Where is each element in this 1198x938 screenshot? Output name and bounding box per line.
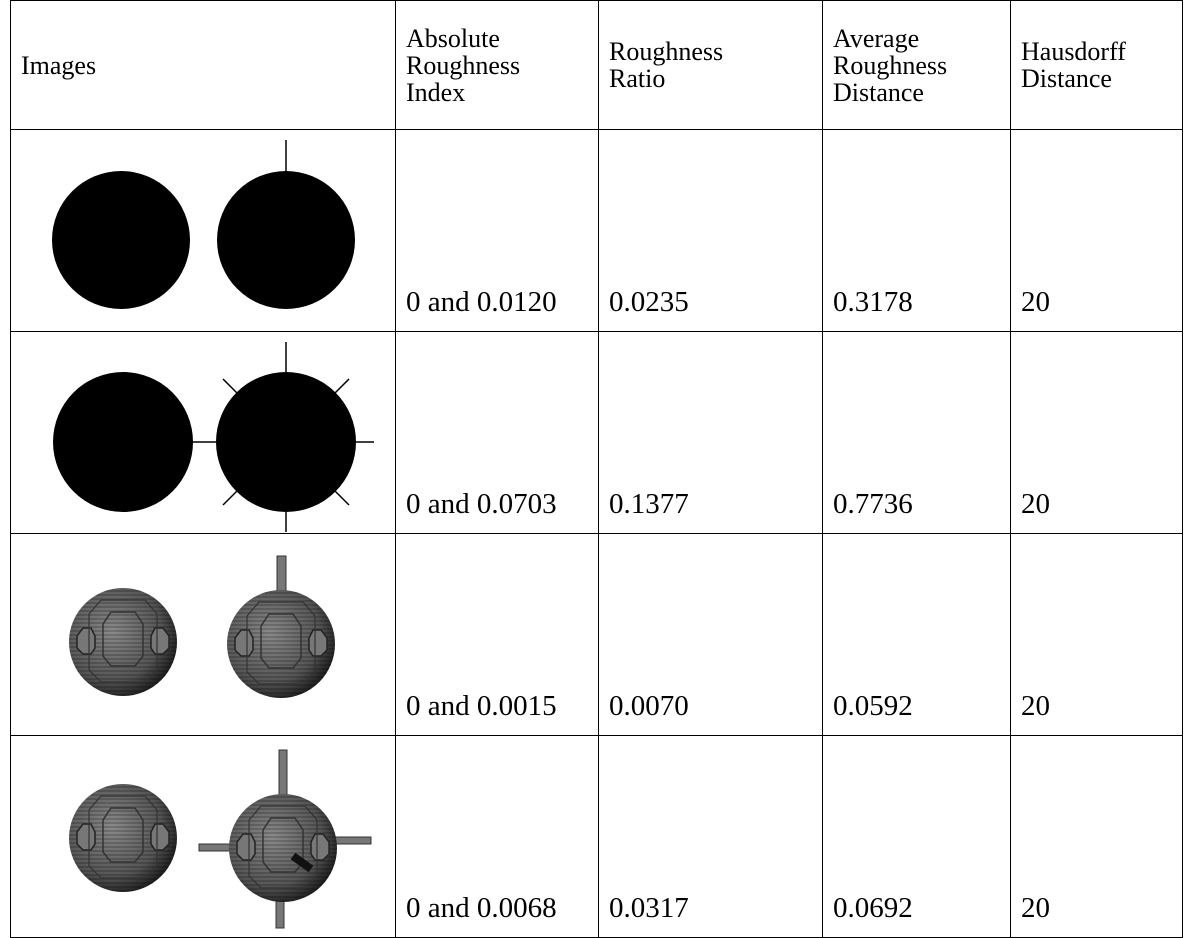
header-line: Distance <box>833 77 924 107</box>
cell: 20 <box>1010 331 1183 534</box>
header-line: Ratio <box>609 64 666 93</box>
header-cell: Hausdorff Distance <box>1010 0 1183 130</box>
header-cell: Average Roughness Distance <box>822 0 1011 130</box>
header-line: Images <box>21 50 97 80</box>
header-line: Roughness <box>406 50 521 80</box>
header-line: Average <box>833 23 920 53</box>
cell: 0.7736 <box>822 331 1011 534</box>
cell: 0 and 0.0120 <box>395 129 599 332</box>
cell: 20 <box>1010 533 1183 736</box>
cell: 0.0235 <box>598 129 823 332</box>
cell: 0.1377 <box>598 331 823 534</box>
cell: 0.3178 <box>822 129 1011 332</box>
header-line: Hausdorff <box>1021 37 1126 66</box>
cell: 0.0317 <box>598 735 823 938</box>
cell: 0.0070 <box>598 533 823 736</box>
cell: 0 and 0.0015 <box>395 533 599 736</box>
cell: 0.0692 <box>822 735 1011 938</box>
image-cell <box>10 533 396 736</box>
table-row: 0 and 0.0703 0.1377 0.7736 20 <box>10 331 1183 534</box>
header-cell: Images <box>10 0 396 130</box>
header-line: Roughness <box>833 50 948 80</box>
header-cell: Roughness Ratio <box>598 0 823 130</box>
header-line: Absolute <box>406 23 500 53</box>
table-row: 0 and 0.0068 0.0317 0.0692 20 <box>10 735 1183 938</box>
table-row: 0 and 0.0015 0.0070 0.0592 20 <box>10 533 1183 736</box>
header-row: Images Absolute Roughness Index Roughness R… <box>10 0 1183 130</box>
cell: 20 <box>1010 735 1183 938</box>
image-cell <box>10 129 396 332</box>
table-row: 0 and 0.0120 0.0235 0.3178 20 <box>10 129 1183 332</box>
cell: 20 <box>1010 129 1183 332</box>
header-cell: Absolute Roughness Index <box>395 0 599 130</box>
image-pair <box>53 342 374 532</box>
image-pair <box>68 749 372 929</box>
image-cell <box>10 735 396 938</box>
cell: 0 and 0.0068 <box>395 735 599 938</box>
header-line: Distance <box>1021 64 1112 93</box>
image-pair <box>52 140 355 309</box>
header-line: Roughness <box>609 37 724 66</box>
image-cell <box>10 331 396 534</box>
image-pair <box>68 555 336 699</box>
results-table: Images Absolute Roughness Index Roughness R… <box>10 0 1183 938</box>
header-line: Index <box>406 77 466 107</box>
cell: 0 and 0.0703 <box>395 331 599 534</box>
cell: 0.0592 <box>822 533 1011 736</box>
